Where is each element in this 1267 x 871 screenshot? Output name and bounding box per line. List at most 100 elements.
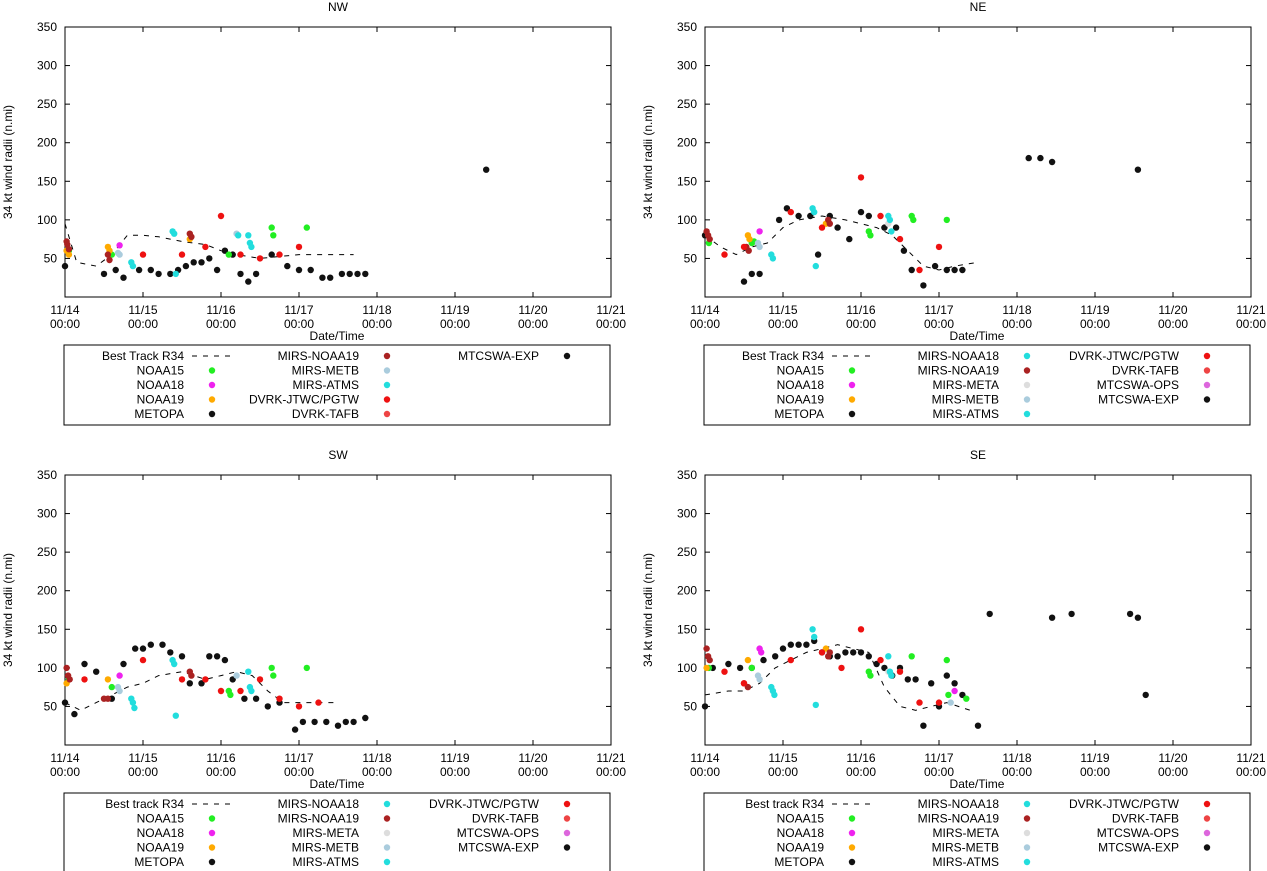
- point-mirs-atms: [171, 660, 178, 668]
- point-mirs-noaa19: [63, 664, 70, 672]
- point-noaa18: [756, 228, 763, 235]
- point-metopa: [881, 224, 888, 231]
- point-metopa: [1126, 610, 1134, 618]
- point-metopa: [362, 270, 369, 278]
- point-metopa: [323, 718, 330, 726]
- point-dvrk-jtwc-pgtw: [721, 251, 728, 258]
- legend-label: NOAA15: [137, 812, 185, 826]
- point-metopa: [147, 266, 154, 274]
- legend-swatch: [208, 381, 216, 389]
- point-noaa19: [744, 656, 752, 664]
- point-metopa: [951, 680, 958, 687]
- point-mirs-noaa19: [745, 247, 752, 254]
- legend-swatch: [208, 858, 216, 866]
- legend-swatch: [383, 352, 391, 360]
- point-metopa: [1068, 610, 1075, 618]
- point-metopa: [756, 270, 763, 278]
- legend-swatch: [848, 381, 856, 389]
- legend-swatch: [208, 844, 216, 851]
- y-tick-label: 100: [677, 661, 697, 675]
- point-metopa: [873, 660, 880, 668]
- point-mirs-noaa19: [826, 649, 833, 656]
- point-mirs-atms: [172, 712, 179, 719]
- point-metopa: [362, 714, 369, 722]
- point-dvrk-jtwc-pgtw: [276, 695, 283, 702]
- legend-label: MIRS-NOAA18: [918, 797, 1000, 811]
- x-tick-label: 11/20: [518, 751, 547, 765]
- point-metopa: [834, 224, 841, 231]
- point-dvrk-jtwc-pgtw: [139, 251, 147, 258]
- point-metopa: [81, 660, 88, 668]
- legend-label: MTCSWA-OPS: [457, 826, 539, 840]
- legend-swatch: [1203, 367, 1211, 374]
- point-metopa: [213, 653, 221, 660]
- point-noaa15: [963, 695, 970, 702]
- point-mirs-atms: [245, 668, 252, 675]
- point-metopa: [147, 641, 154, 648]
- point-noaa15: [303, 224, 310, 231]
- legend-label: MIRS-ATMS: [293, 855, 359, 869]
- x-axis-label: Date/Time: [950, 777, 1005, 791]
- point-noaa15: [108, 683, 116, 691]
- point-dvrk-jtwc-pgtw: [857, 174, 865, 181]
- legend-label: MIRS-NOAA19: [278, 349, 360, 363]
- point-metopa: [291, 726, 299, 733]
- legend-swatch: [563, 829, 571, 837]
- legend-swatch: [1023, 800, 1031, 808]
- point-metopa: [834, 653, 841, 660]
- point-noaa15: [867, 232, 874, 239]
- legend-label: MIRS-META: [933, 826, 999, 840]
- legend-label: MTCSWA-EXP: [1098, 393, 1179, 407]
- best-track-line: [704, 215, 979, 271]
- point-metopa: [846, 235, 853, 243]
- point-dvrk-jtwc-pgtw: [81, 676, 88, 683]
- point-dvrk-jtwc-pgtw: [838, 664, 845, 672]
- point-metopa: [779, 645, 787, 652]
- point-dvrk-jtwc-pgtw: [721, 668, 728, 675]
- x-tick-label: 00:00: [206, 317, 236, 331]
- legend-label: MTCSWA-OPS: [1097, 378, 1179, 392]
- x-tick-label: 00:00: [1002, 317, 1032, 331]
- plot-frame: [64, 26, 612, 298]
- legend-swatch: [1203, 829, 1211, 837]
- legend-swatch: [563, 352, 571, 360]
- y-axis-label: 34 kt wind radii (n.mi): [1, 105, 15, 219]
- point-metopa: [334, 722, 342, 729]
- point-noaa15: [227, 691, 234, 699]
- x-tick-label: 00:00: [128, 765, 158, 779]
- point-metopa: [772, 653, 779, 660]
- legend-swatch: [1023, 352, 1031, 360]
- point-metopa: [206, 255, 213, 262]
- legend-swatch: [383, 815, 391, 822]
- point-mirs-atms: [811, 633, 818, 641]
- x-tick-label: 00:00: [518, 765, 548, 779]
- legend-label: Best track R34: [105, 797, 184, 811]
- point-noaa15: [225, 251, 232, 258]
- point-metopa: [1048, 614, 1056, 621]
- plot-frame: [704, 474, 1252, 746]
- point-metopa: [299, 718, 307, 726]
- point-dvrk-jtwc-pgtw: [740, 680, 748, 687]
- point-metopa: [857, 649, 865, 656]
- x-tick-label: 00:00: [50, 765, 80, 779]
- y-tick-label: 350: [37, 20, 57, 34]
- legend-swatch: [208, 410, 216, 418]
- y-tick-label: 150: [677, 622, 697, 636]
- point-mirs-atms: [886, 216, 894, 224]
- point-metopa: [186, 680, 193, 687]
- point-metopa: [112, 266, 119, 274]
- point-metopa: [245, 278, 252, 285]
- y-tick-label: 100: [37, 661, 57, 675]
- point-mirs-atms: [812, 262, 819, 270]
- point-metopa: [342, 718, 349, 726]
- legend-swatch: [1203, 844, 1211, 851]
- x-tick-label: 11/17: [284, 303, 313, 317]
- y-tick-label: 100: [37, 213, 57, 227]
- point-metopa: [904, 676, 911, 683]
- x-tick-label: 11/20: [1158, 751, 1187, 765]
- x-tick-label: 11/18: [1002, 751, 1031, 765]
- legend-label: DVRK-JTWC/PGTW: [1069, 349, 1180, 363]
- legend-swatch: [383, 829, 391, 837]
- point-metopa: [483, 166, 490, 173]
- point-metopa: [155, 270, 162, 278]
